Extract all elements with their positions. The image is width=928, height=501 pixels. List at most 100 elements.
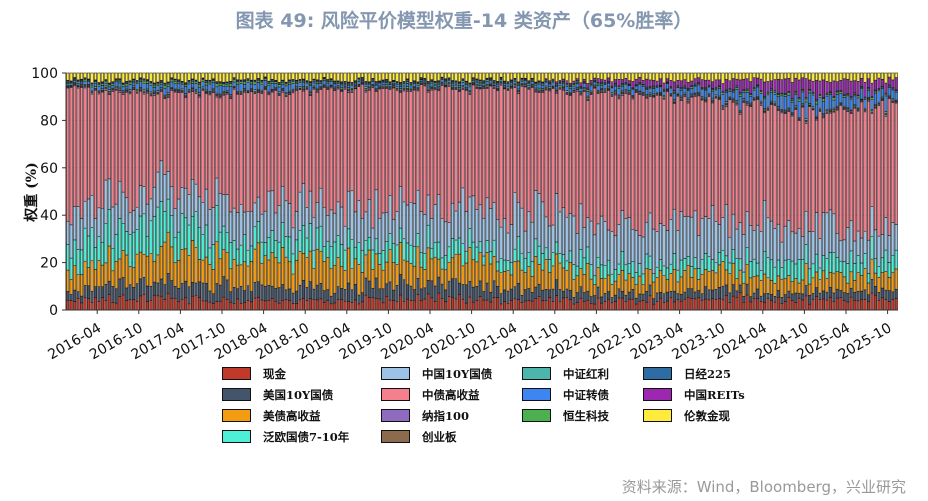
bar-segment	[73, 72, 77, 78]
bar-segment	[145, 83, 149, 90]
bar-segment	[593, 81, 597, 86]
bar-segment	[679, 90, 683, 97]
bar-segment	[121, 94, 125, 193]
bar-segment	[769, 300, 773, 311]
bar-segment	[222, 276, 226, 298]
bar-segment	[884, 217, 888, 251]
bar-segment	[166, 273, 170, 294]
bar-segment	[555, 90, 559, 93]
bar-segment	[731, 91, 735, 99]
bar-segment	[97, 85, 101, 91]
bar-segment	[222, 296, 226, 311]
bar-segment	[873, 286, 877, 296]
bar-segment	[787, 259, 791, 276]
legend-swatch	[222, 409, 251, 422]
y-tick-label: 0	[49, 303, 58, 319]
bar-segment	[152, 87, 156, 92]
bar-segment	[766, 110, 770, 219]
bar-segment	[894, 288, 898, 299]
bar-segment	[371, 269, 375, 289]
bar-segment	[735, 85, 739, 88]
bar-segment	[627, 263, 631, 274]
bar-segment	[416, 72, 420, 83]
bar-stack	[555, 72, 559, 311]
bar-stack	[485, 72, 489, 311]
bar-stack	[693, 72, 697, 311]
bar-segment	[641, 95, 645, 238]
bar-stack	[90, 72, 94, 311]
bar-segment	[433, 256, 437, 287]
bar-segment	[489, 80, 493, 84]
bar-segment	[305, 207, 309, 239]
bar-segment	[503, 301, 507, 311]
bar-segment	[402, 201, 406, 240]
bar-stack	[506, 72, 510, 311]
bar-segment	[808, 283, 812, 296]
bar-segment	[541, 72, 545, 83]
bar-segment	[499, 84, 503, 228]
bar-segment	[187, 92, 191, 195]
bar-segment	[846, 227, 850, 264]
bar-segment	[756, 77, 760, 86]
bar-segment	[399, 92, 403, 187]
bar-segment	[215, 86, 219, 94]
bar-segment	[267, 284, 271, 301]
bar-segment	[638, 72, 642, 78]
bar-segment	[662, 275, 666, 294]
bar-segment	[586, 217, 590, 248]
bar-segment	[69, 294, 73, 301]
bar-segment	[419, 300, 423, 311]
bar-segment	[887, 76, 891, 86]
bar-segment	[769, 89, 773, 93]
bar-stack	[139, 72, 143, 311]
bar-segment	[388, 281, 392, 301]
bar-segment	[87, 72, 91, 80]
bar-segment	[256, 242, 260, 282]
bar-segment	[697, 235, 701, 269]
bar-segment	[152, 260, 156, 283]
bar-stack	[669, 72, 673, 311]
bar-segment	[281, 72, 285, 81]
bar-segment	[662, 302, 666, 311]
bar-segment	[627, 273, 631, 293]
bar-segment	[229, 72, 233, 82]
bar-segment	[274, 83, 278, 88]
bar-segment	[308, 250, 312, 282]
bar-segment	[877, 90, 881, 103]
bar-segment	[426, 293, 430, 311]
bar-segment	[811, 72, 815, 82]
bar-segment	[555, 72, 559, 82]
bar-segment	[301, 90, 305, 184]
bar-segment	[461, 299, 465, 311]
bar-segment	[423, 298, 427, 311]
bar-segment	[139, 90, 143, 186]
bar-segment	[187, 286, 191, 305]
bar-segment	[256, 92, 260, 198]
bar-segment	[537, 83, 541, 89]
bar-segment	[87, 235, 91, 268]
bar-segment	[863, 230, 867, 254]
bar-segment	[586, 100, 590, 218]
bar-segment	[426, 84, 430, 88]
bar-segment	[693, 96, 697, 212]
bar-segment	[437, 276, 441, 294]
bar-segment	[173, 262, 177, 287]
bar-segment	[828, 112, 832, 211]
bar-segment	[395, 84, 399, 88]
bar-segment	[253, 84, 257, 90]
bar-segment	[821, 298, 825, 311]
bar-stack	[624, 72, 628, 311]
bar-stack	[270, 72, 274, 311]
bar-segment	[520, 72, 524, 79]
bar-segment	[246, 249, 250, 267]
bar-segment	[513, 286, 517, 300]
bar-segment	[714, 89, 718, 96]
bar-stack	[707, 72, 711, 311]
bar-stack	[284, 72, 288, 311]
bar-segment	[641, 236, 645, 275]
bar-segment	[780, 297, 784, 304]
bar-segment	[711, 259, 715, 271]
bar-segment	[402, 259, 406, 281]
bar-segment	[249, 245, 253, 262]
bar-stack	[704, 72, 708, 311]
